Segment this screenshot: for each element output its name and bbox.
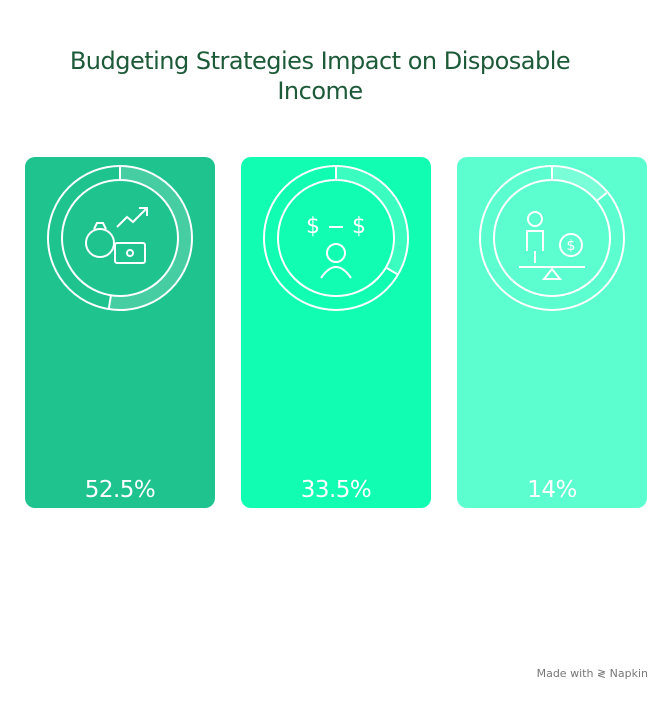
ring: $ $ bbox=[263, 165, 409, 311]
value-label: 52.5% bbox=[84, 477, 156, 503]
svg-text:$: $ bbox=[352, 214, 366, 239]
ring-arc bbox=[551, 167, 607, 201]
footer-text: Made with bbox=[536, 667, 594, 680]
ring-outer bbox=[479, 165, 625, 311]
ring-arc bbox=[108, 167, 191, 309]
icon: $ $ bbox=[306, 214, 366, 279]
card: 52.5% Agreed budgeting helps a lot bbox=[25, 157, 215, 594]
value-label: 33.5% bbox=[300, 477, 372, 503]
footer-brand: Napkin bbox=[609, 667, 648, 680]
ring-outer bbox=[263, 165, 409, 311]
svg-text:$: $ bbox=[306, 214, 320, 239]
ring-inner bbox=[277, 179, 395, 297]
ring-arc bbox=[335, 167, 407, 275]
category-label: Said budgeting wouldn't help at all bbox=[506, 524, 598, 618]
svg-text:$: $ bbox=[567, 238, 576, 254]
category-label: Agreed budgeting helps a lot bbox=[73, 524, 167, 594]
value-label: 14% bbox=[527, 477, 577, 503]
card: $14% Said budgeting wouldn't help at all bbox=[457, 157, 647, 618]
ring-divider bbox=[596, 191, 609, 202]
ring-divider bbox=[385, 266, 399, 276]
ring-outer bbox=[47, 165, 193, 311]
chart-title: Budgeting Strategies Impact on Disposabl… bbox=[69, 47, 571, 105]
ring bbox=[47, 165, 193, 311]
card: $ $33.5% Agreed budgeting helps a little bbox=[241, 157, 431, 594]
ring-inner bbox=[61, 179, 179, 297]
ring-divider bbox=[107, 295, 112, 310]
icon bbox=[85, 207, 148, 264]
footer: Made with ≷ Napkin bbox=[537, 667, 648, 680]
icon: $ bbox=[519, 211, 585, 280]
ring: $ bbox=[479, 165, 625, 311]
category-label: Agreed budgeting helps a little bbox=[281, 524, 391, 594]
footer-logo: ≷ bbox=[596, 667, 607, 680]
